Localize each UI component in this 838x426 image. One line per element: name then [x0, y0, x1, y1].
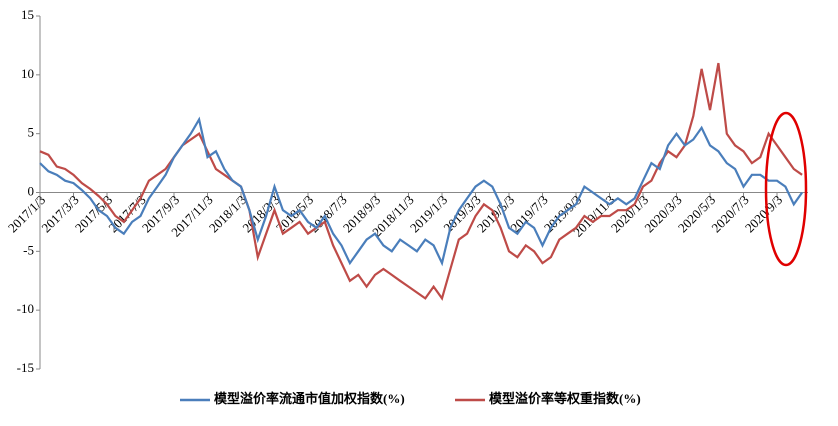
series-line [39, 62, 803, 301]
y-tick-label: -5 [23, 242, 34, 257]
y-tick-label: 15 [21, 7, 34, 22]
y-tick-label: -15 [17, 360, 34, 375]
highlight-ellipse [764, 111, 808, 267]
legend-label: 模型溢价率流通市值加权指数(%) [214, 391, 405, 406]
series-line [39, 116, 803, 267]
x-tick-label: 2020/9/3 [742, 192, 785, 235]
y-tick-label: 0 [28, 183, 35, 198]
y-tick-label: 10 [21, 66, 34, 81]
y-tick-label: 5 [28, 125, 35, 140]
y-tick-label: -10 [17, 301, 34, 316]
legend-label: 模型溢价率等权重指数(%) [489, 391, 641, 406]
